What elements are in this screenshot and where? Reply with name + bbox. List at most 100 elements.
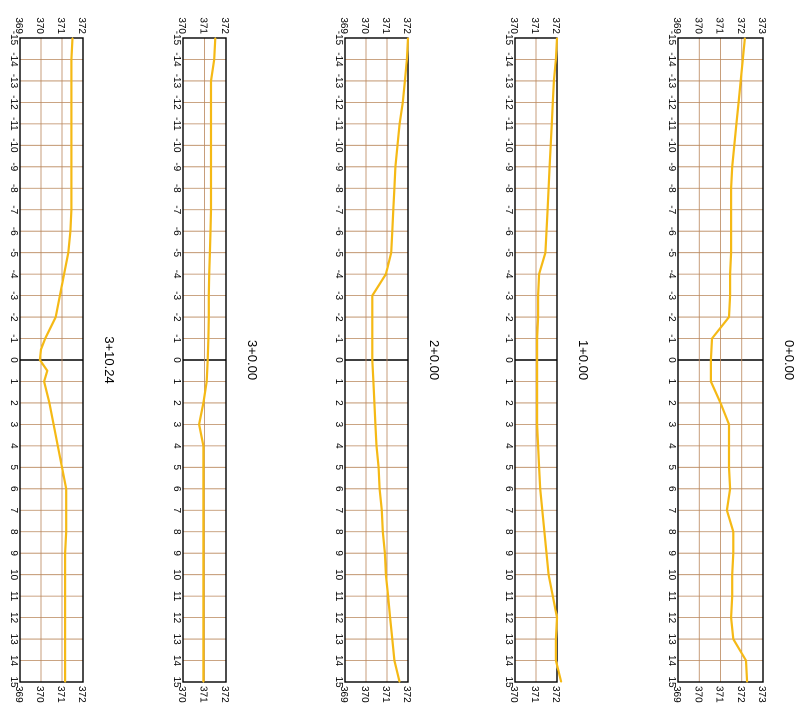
y-tick-label-bottom: 371 — [529, 686, 540, 703]
data-point — [536, 359, 538, 361]
data-point — [392, 209, 394, 211]
data-point — [730, 209, 732, 211]
data-point — [550, 144, 552, 146]
y-tick-label-top: 372 — [401, 17, 412, 34]
y-tick-label-bottom: 371 — [198, 686, 209, 703]
y-tick-label-top: 369 — [338, 17, 349, 34]
x-tick-label: 9 — [503, 550, 514, 556]
x-tick-label: -7 — [503, 205, 514, 214]
x-tick-label: -3 — [503, 291, 514, 300]
x-tick-label: -2 — [171, 313, 182, 322]
data-point — [70, 80, 73, 82]
x-tick-label: -9 — [8, 162, 19, 171]
x-tick-label: 14 — [8, 655, 19, 667]
data-point — [202, 402, 205, 404]
x-tick-label: -10 — [333, 138, 344, 153]
data-point — [742, 58, 744, 61]
data-point — [198, 423, 200, 425]
x-tick-label: 8 — [333, 529, 344, 535]
data-point — [210, 166, 212, 168]
data-point — [548, 574, 550, 576]
data-point — [371, 359, 373, 361]
data-point — [70, 166, 73, 168]
data-point — [549, 166, 551, 168]
x-tick-label: -8 — [666, 184, 677, 193]
data-point — [728, 445, 730, 447]
x-tick-label: -9 — [503, 162, 514, 171]
data-point — [202, 574, 205, 576]
x-tick-label: 13 — [8, 634, 19, 646]
x-tick-label: 11 — [171, 591, 182, 602]
chart-panel-3: -15-14-13-12-11-10-9-8-7-6-5-4-3-2-10123… — [171, 17, 260, 703]
y-tick-label-bottom: 371 — [714, 686, 725, 703]
x-tick-label: -13 — [171, 74, 182, 89]
data-point — [202, 445, 205, 447]
data-point — [378, 466, 380, 468]
data-point — [375, 445, 378, 447]
data-point — [396, 144, 399, 146]
data-point — [538, 273, 540, 275]
data-point — [543, 531, 546, 533]
data-point — [202, 681, 205, 683]
data-point — [65, 509, 67, 511]
chart-panel-1: -15-14-13-12-11-10-9-8-7-6-5-4-3-2-10123… — [503, 17, 591, 703]
x-tick-label: -4 — [666, 270, 677, 279]
chart-title: 0+0.00 — [782, 340, 797, 380]
data-point — [64, 681, 66, 683]
x-tick-label: 7 — [666, 507, 677, 513]
data-point — [745, 659, 747, 662]
data-point — [70, 187, 73, 189]
data-point — [726, 509, 728, 511]
data-point — [210, 123, 212, 125]
x-tick-label: -5 — [666, 248, 677, 257]
x-tick-label: -4 — [8, 270, 19, 279]
x-tick-label: -12 — [8, 95, 19, 110]
x-tick-label: -8 — [171, 184, 182, 193]
y-tick-label-bottom: 370 — [692, 686, 703, 703]
data-point — [57, 445, 59, 447]
y-tick-label-top: 372 — [735, 17, 746, 34]
x-tick-label: 9 — [8, 550, 19, 556]
data-point — [732, 638, 734, 640]
data-point — [374, 423, 377, 425]
x-tick-label: -13 — [666, 74, 677, 89]
data-point — [394, 166, 396, 168]
data-point — [55, 316, 57, 318]
y-tick-label-top: 371 — [529, 17, 540, 34]
x-tick-label: 7 — [171, 507, 182, 513]
x-tick-label: 4 — [171, 443, 182, 449]
data-point — [46, 370, 48, 372]
data-point — [202, 552, 205, 554]
x-tick-label: -12 — [503, 95, 514, 110]
x-tick-label: -11 — [8, 117, 19, 131]
x-tick-label: -15 — [171, 31, 182, 46]
x-tick-label: -10 — [666, 138, 677, 153]
data-point — [556, 617, 558, 619]
data-point — [202, 617, 205, 619]
y-tick-label-bottom: 372 — [219, 686, 230, 703]
x-tick-label: -3 — [333, 291, 344, 300]
data-point — [48, 402, 51, 404]
x-tick-label: 2 — [171, 400, 182, 406]
data-point — [210, 209, 212, 211]
y-tick-label-top: 372 — [219, 17, 230, 34]
data-point — [39, 359, 41, 361]
data-point — [65, 531, 67, 533]
data-point — [733, 144, 735, 146]
data-point — [728, 316, 730, 318]
x-tick-label: -5 — [333, 248, 344, 257]
x-tick-label: 1 — [503, 379, 514, 385]
x-tick-label: -7 — [171, 205, 182, 214]
data-point — [206, 380, 208, 383]
chart-panel-0: -15-14-13-12-11-10-9-8-7-6-5-4-3-2-10123… — [666, 17, 797, 703]
y-tick-label-bottom: 372 — [735, 686, 746, 703]
x-tick-label: -6 — [171, 227, 182, 236]
x-tick-label: -14 — [503, 52, 514, 67]
x-tick-label: -12 — [666, 95, 677, 110]
y-tick-label-top: 372 — [76, 17, 87, 34]
x-tick-label: 1 — [8, 379, 19, 385]
x-tick-label: 6 — [666, 486, 677, 492]
x-tick-label: 5 — [503, 465, 514, 471]
data-point — [538, 466, 540, 468]
data-point — [208, 295, 210, 297]
